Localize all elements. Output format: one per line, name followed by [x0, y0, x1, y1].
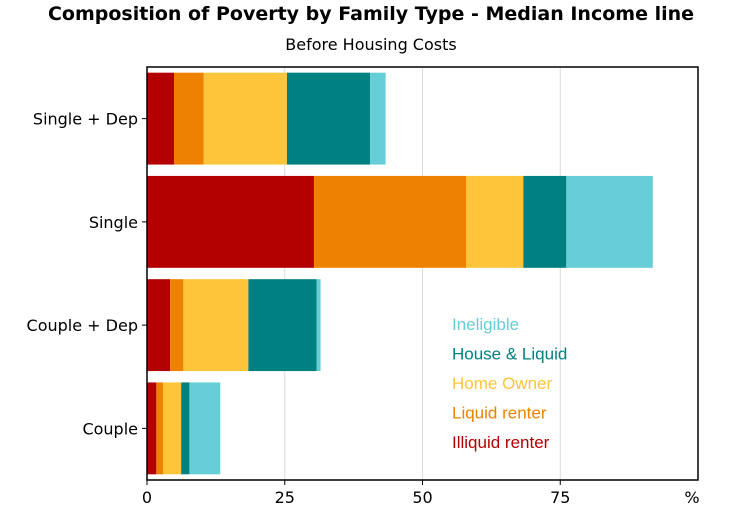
legend-entry: Ineligible [452, 315, 519, 334]
x-tick-label: 25 [275, 488, 295, 507]
legend-entry: Liquid renter [452, 404, 547, 423]
legend: Ineligible House & Liquid Home Owner Liquid… [452, 315, 567, 452]
bar-segment [170, 279, 184, 372]
x-unit-label: % [684, 488, 699, 507]
bar-segment [181, 382, 190, 475]
bar-segment [248, 279, 317, 372]
x-tick-label: 0 [142, 488, 152, 507]
category-label: Couple + Dep [27, 316, 138, 335]
bars-layer [147, 72, 653, 475]
bar-segment [286, 72, 371, 165]
bar-segment [466, 175, 524, 268]
bar-segment [370, 72, 386, 165]
bar-segment [566, 175, 653, 268]
bar-segment [156, 382, 163, 475]
bar-segment [147, 175, 314, 268]
legend-entry: Home Owner [452, 374, 552, 393]
bar-segment [313, 175, 467, 268]
category-label: Couple [82, 419, 138, 438]
bar-segment [147, 279, 171, 372]
bar-segment [316, 279, 321, 372]
category-label: Single + Dep [33, 110, 138, 129]
chart-subtitle: Before Housing Costs [285, 35, 456, 54]
chart-title: Composition of Poverty by Family Type - … [48, 3, 694, 25]
bar-segment [147, 382, 157, 475]
legend-entry: House & Liquid [452, 345, 567, 364]
bar-segment [162, 382, 182, 475]
x-tick-labels: 0 25 50 75 [142, 480, 570, 507]
legend-entry: Illiquid renter [452, 433, 550, 452]
bar-segment [203, 72, 287, 165]
bar-segment [523, 175, 567, 268]
category-label: Single [89, 213, 138, 232]
bar-segment [189, 382, 221, 475]
category-labels: Single + Dep Single Couple + Dep Couple [27, 110, 147, 438]
bar-segment [173, 72, 204, 165]
bar-segment [147, 72, 174, 165]
x-tick-label: 50 [412, 488, 432, 507]
bar-segment [183, 279, 249, 372]
x-tick-label: 75 [550, 488, 570, 507]
